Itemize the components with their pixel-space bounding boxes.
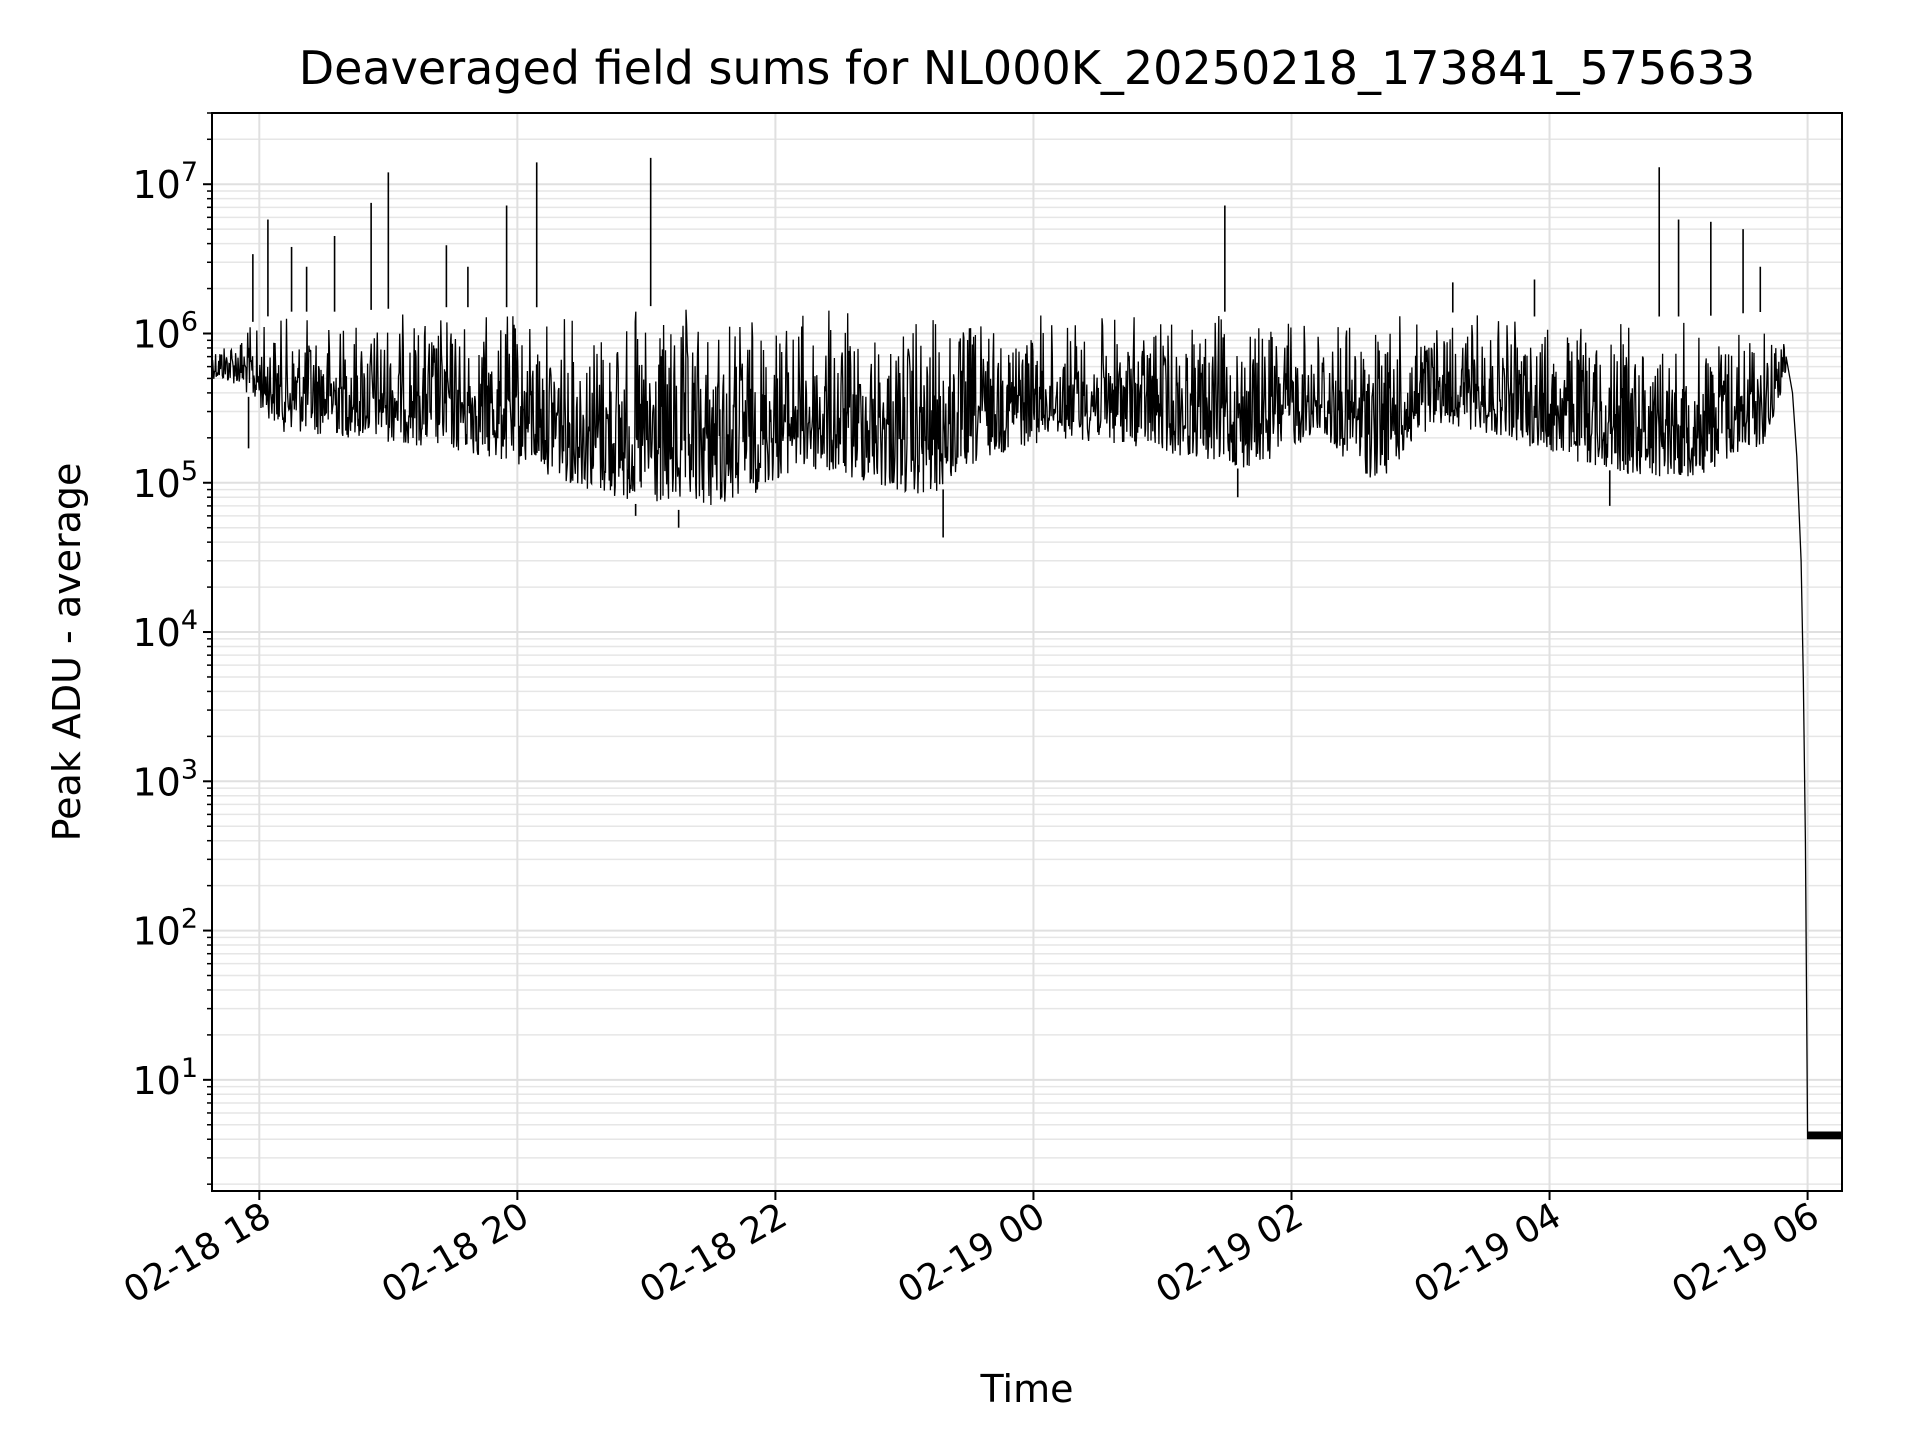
y-tick-label: 104: [132, 605, 198, 655]
grid: [212, 112, 1842, 1191]
x-axis-label: Time: [980, 1367, 1074, 1411]
series-line: [211, 309, 1843, 1140]
chart-title: Deaveraged field sums for NL000K_2025021…: [299, 41, 1755, 95]
y-tick-label: 102: [132, 904, 198, 954]
y-axis: 101 102 103 104 105 106 107: [132, 112, 212, 1185]
y-tick-label: 105: [132, 456, 198, 506]
y-tick-label: 107: [132, 157, 198, 207]
plot-series: [211, 157, 1843, 1140]
y-tick-label: 106: [132, 306, 198, 356]
plot-frame: [211, 112, 1843, 1192]
y-axis-label: Peak ADU - average: [45, 463, 89, 842]
y-tick-label: 103: [132, 754, 198, 804]
y-tick-label: 101: [132, 1053, 198, 1103]
